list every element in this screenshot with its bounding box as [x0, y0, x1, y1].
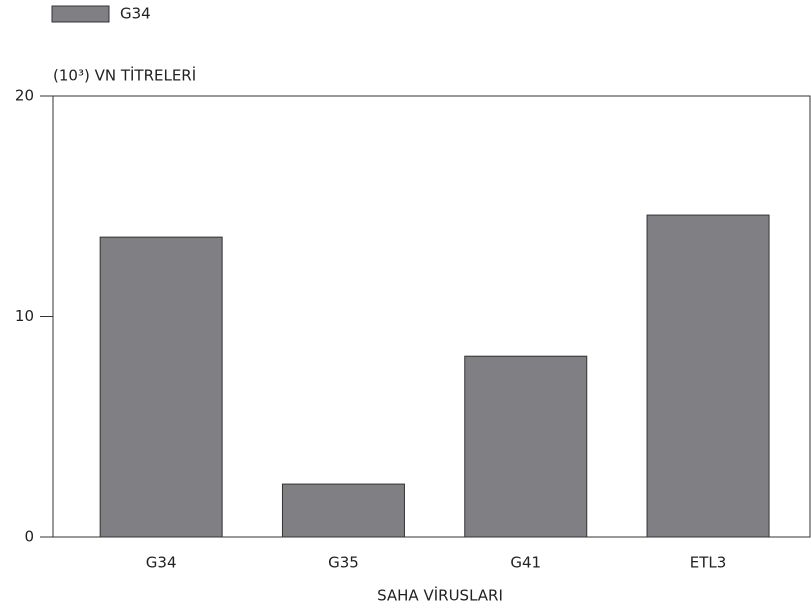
x-tick-label: G34 — [146, 554, 177, 572]
legend-label: G34 — [120, 5, 151, 23]
y-axis-label: (10³) VN TİTRELERİ — [53, 66, 196, 85]
bar — [281, 483, 405, 538]
bar — [99, 236, 223, 538]
y-tick-label: 0 — [24, 528, 34, 546]
x-tick-label: ETL3 — [690, 554, 727, 572]
legend-swatch — [51, 5, 110, 23]
x-tick-label: G41 — [510, 554, 541, 572]
bar — [464, 355, 588, 538]
x-axis-label: SAHA VİRUSLARI — [377, 586, 503, 605]
bar — [646, 214, 770, 538]
y-tick-label: 20 — [15, 87, 34, 105]
y-tick-label: 10 — [15, 307, 34, 325]
x-tick-label: G35 — [328, 554, 359, 572]
